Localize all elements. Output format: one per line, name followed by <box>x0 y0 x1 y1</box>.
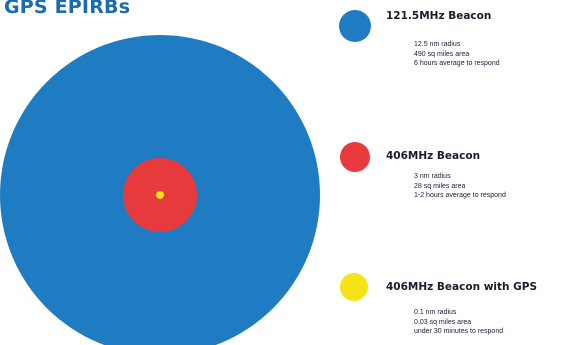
legend-area-406mhz-gps: 0.03 sq miles area <box>414 318 472 326</box>
legend-heading-406mhz-gps: 406MHz Beacon with GPS <box>386 281 538 293</box>
coverage-circle-406mhz-gps <box>156 191 164 199</box>
legend-dot-406mhz <box>340 142 370 172</box>
page-title: GPS EPIRBs <box>4 0 131 18</box>
legend-radius-121-5mhz: 12.5 nm radius <box>414 41 461 48</box>
legend-dot-406mhz-gps <box>340 273 368 301</box>
legend-area-406mhz: 28 sq miles area <box>414 182 466 190</box>
legend-dot-121-5mhz <box>339 10 371 42</box>
legend-response-121-5mhz: 6 hours average to respond <box>414 60 500 67</box>
legend-response-406mhz: 1-2 hours average to respond <box>414 192 506 199</box>
legend-heading-121-5mhz: 121.5MHz Beacon <box>386 10 492 22</box>
legend-radius-406mhz: 3 nm radius <box>414 173 451 180</box>
legend-area-121-5mhz: 490 sq miles area <box>414 50 470 58</box>
legend-heading-406mhz: 406MHz Beacon <box>386 150 481 162</box>
legend-radius-406mhz-gps: 0.1 nm radius <box>414 309 457 316</box>
legend-response-406mhz-gps: under 30 minutes to respond <box>414 328 504 335</box>
